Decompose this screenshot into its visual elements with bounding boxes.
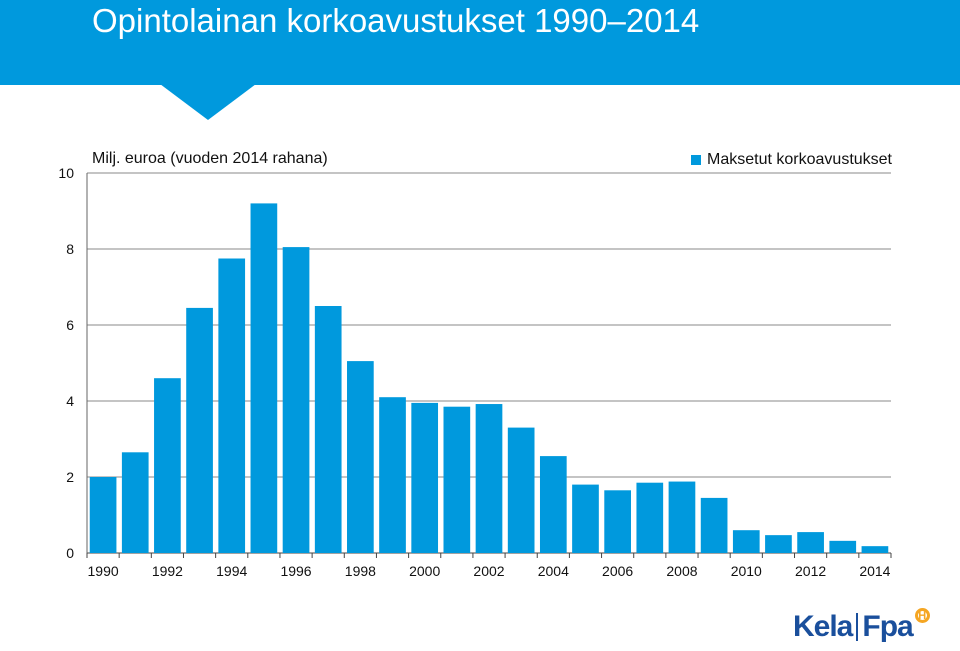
bar-2003 xyxy=(507,427,535,553)
y-tick-label: 8 xyxy=(66,241,74,257)
bar-1997 xyxy=(314,306,342,553)
y-axis-unit-label: Milj. euroa (vuoden 2014 rahana) xyxy=(92,150,328,167)
bar-2005 xyxy=(572,484,599,553)
bar-1991 xyxy=(121,452,149,553)
x-tick-label: 2008 xyxy=(666,563,697,579)
bar-1990 xyxy=(89,477,117,553)
x-tick-label: 2014 xyxy=(859,563,890,579)
bar-1998 xyxy=(347,361,374,553)
y-tick-label: 10 xyxy=(58,165,74,181)
logo-divider xyxy=(856,613,859,641)
x-tick-label: 2002 xyxy=(473,563,504,579)
x-tick-label: 1992 xyxy=(152,563,183,579)
logo-badge-icon: H xyxy=(914,608,930,623)
x-tick-label: 1996 xyxy=(280,563,311,579)
y-tick-label: 4 xyxy=(66,393,74,409)
bar-1993 xyxy=(186,307,213,553)
bar-2000 xyxy=(411,402,439,553)
bar-2014 xyxy=(861,546,889,553)
bar-2013 xyxy=(829,540,857,553)
legend-swatch xyxy=(691,155,702,165)
legend-label: Maksetut korkoavustukset xyxy=(707,151,892,168)
bar-2009 xyxy=(700,497,728,553)
bar-2012 xyxy=(797,532,824,553)
banner-notch xyxy=(160,84,256,120)
x-tick-label: 2004 xyxy=(538,563,569,579)
bar-2010 xyxy=(732,530,760,553)
bar-2001 xyxy=(443,406,471,553)
bar-2008 xyxy=(668,481,696,553)
header-banner xyxy=(0,0,960,85)
bar-1996 xyxy=(282,247,310,553)
x-tick-label: 2000 xyxy=(409,563,440,579)
logo-text-left: Kela xyxy=(793,610,853,643)
bar-2007 xyxy=(636,482,664,553)
x-tick-label: 2006 xyxy=(602,563,633,579)
x-tick-label: 1990 xyxy=(88,563,119,579)
bar-2004 xyxy=(539,456,567,553)
bar-2011 xyxy=(765,535,792,553)
bar-1994 xyxy=(218,258,246,553)
x-tick-label: 2010 xyxy=(731,563,762,579)
x-tick-label: 2012 xyxy=(795,563,826,579)
page-title: Opintolainan korkoavustukset 1990–2014 xyxy=(92,2,700,39)
chart-legend: Maksetut korkoavustukset xyxy=(691,151,892,169)
x-tick-label: 1994 xyxy=(216,563,247,579)
y-tick-label: 0 xyxy=(66,545,74,561)
y-tick-label: 6 xyxy=(66,317,74,333)
bar-1995 xyxy=(250,203,278,553)
logo-text-right: Fpa xyxy=(862,610,913,643)
kela-fpa-logo: Kela Fpa H xyxy=(793,608,930,643)
bar-1992 xyxy=(154,378,181,553)
y-tick-label: 2 xyxy=(66,469,74,485)
bar-1999 xyxy=(379,397,406,553)
x-tick-label: 1998 xyxy=(345,563,376,579)
bar-2002 xyxy=(475,404,503,553)
bar-2006 xyxy=(604,490,631,553)
